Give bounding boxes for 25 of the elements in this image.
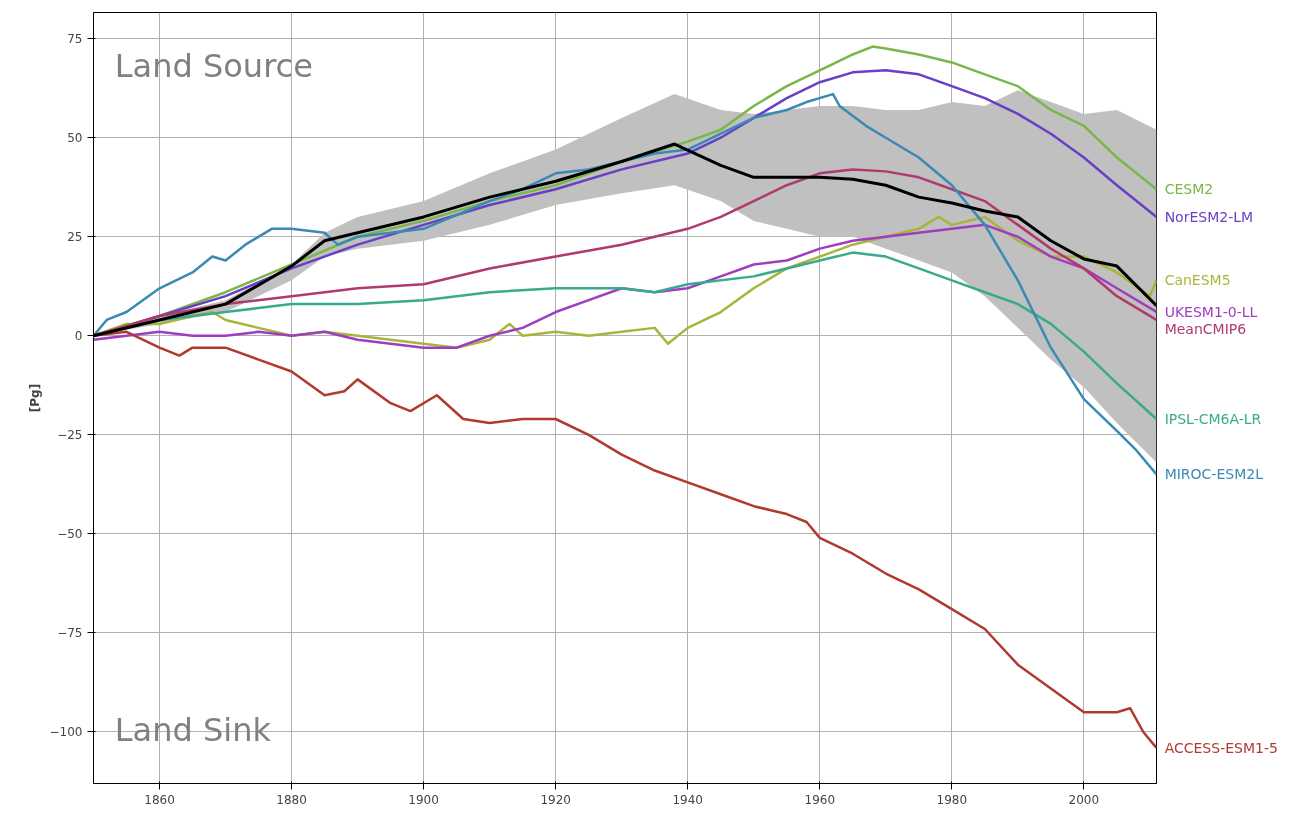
series-label: ACCESS-ESM1-5 xyxy=(1164,739,1278,756)
y-tick-label: −100 xyxy=(49,725,83,740)
series-label: CESM2 xyxy=(1164,181,1214,198)
y-tick-label: −25 xyxy=(57,428,83,443)
x-tick-label: 1880 xyxy=(276,792,307,807)
series-label: IPSL-CM6A-LR xyxy=(1164,411,1262,427)
series-label: CanESM5 xyxy=(1164,272,1231,289)
x-tick-label: 1940 xyxy=(672,792,703,807)
y-tick-label: 25 xyxy=(67,230,83,245)
series-label: NorESM2-LM xyxy=(1164,208,1254,225)
x-tick-label: 1900 xyxy=(408,792,439,807)
y-tick-label: −50 xyxy=(57,527,83,542)
x-tick-label: 1960 xyxy=(804,792,836,807)
x-tick-label: 1920 xyxy=(540,792,571,807)
y-axis-title: [Pg] xyxy=(27,383,42,413)
series-label: UKESM1-0-LL xyxy=(1164,304,1258,321)
x-tick-label: 2000 xyxy=(1068,792,1100,807)
y-tick-label: 50 xyxy=(67,131,83,146)
y-tick-label: 75 xyxy=(67,32,83,47)
series-label: MeanCMIP6 xyxy=(1164,321,1247,338)
series-label: MIROC-ESM2L xyxy=(1164,466,1264,483)
x-tick-label: 1980 xyxy=(936,792,968,807)
y-tick-label: 0 xyxy=(74,329,83,344)
x-tick-label: 1860 xyxy=(144,792,175,807)
y-tick-label: −75 xyxy=(57,626,83,641)
